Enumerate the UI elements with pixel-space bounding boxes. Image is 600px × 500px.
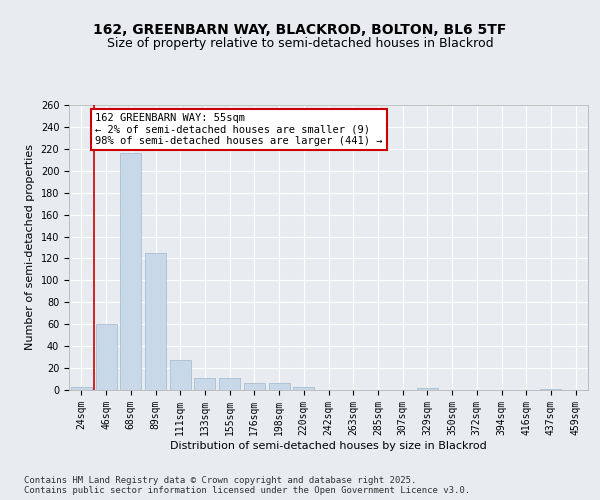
Y-axis label: Number of semi-detached properties: Number of semi-detached properties — [25, 144, 35, 350]
Text: 162, GREENBARN WAY, BLACKROD, BOLTON, BL6 5TF: 162, GREENBARN WAY, BLACKROD, BOLTON, BL… — [94, 22, 506, 36]
Bar — [170, 360, 191, 390]
Bar — [417, 388, 438, 390]
Bar — [541, 389, 562, 390]
Bar — [244, 384, 265, 390]
Bar — [95, 324, 116, 390]
Bar — [145, 253, 166, 390]
Bar — [293, 386, 314, 390]
Text: Contains HM Land Registry data © Crown copyright and database right 2025.
Contai: Contains HM Land Registry data © Crown c… — [24, 476, 470, 495]
Bar — [71, 386, 92, 390]
Bar — [120, 153, 141, 390]
Bar — [219, 378, 240, 390]
Bar — [269, 384, 290, 390]
Text: 162 GREENBARN WAY: 55sqm
← 2% of semi-detached houses are smaller (9)
98% of sem: 162 GREENBARN WAY: 55sqm ← 2% of semi-de… — [95, 112, 382, 146]
Text: Size of property relative to semi-detached houses in Blackrod: Size of property relative to semi-detach… — [107, 38, 493, 51]
Bar — [194, 378, 215, 390]
X-axis label: Distribution of semi-detached houses by size in Blackrod: Distribution of semi-detached houses by … — [170, 440, 487, 450]
